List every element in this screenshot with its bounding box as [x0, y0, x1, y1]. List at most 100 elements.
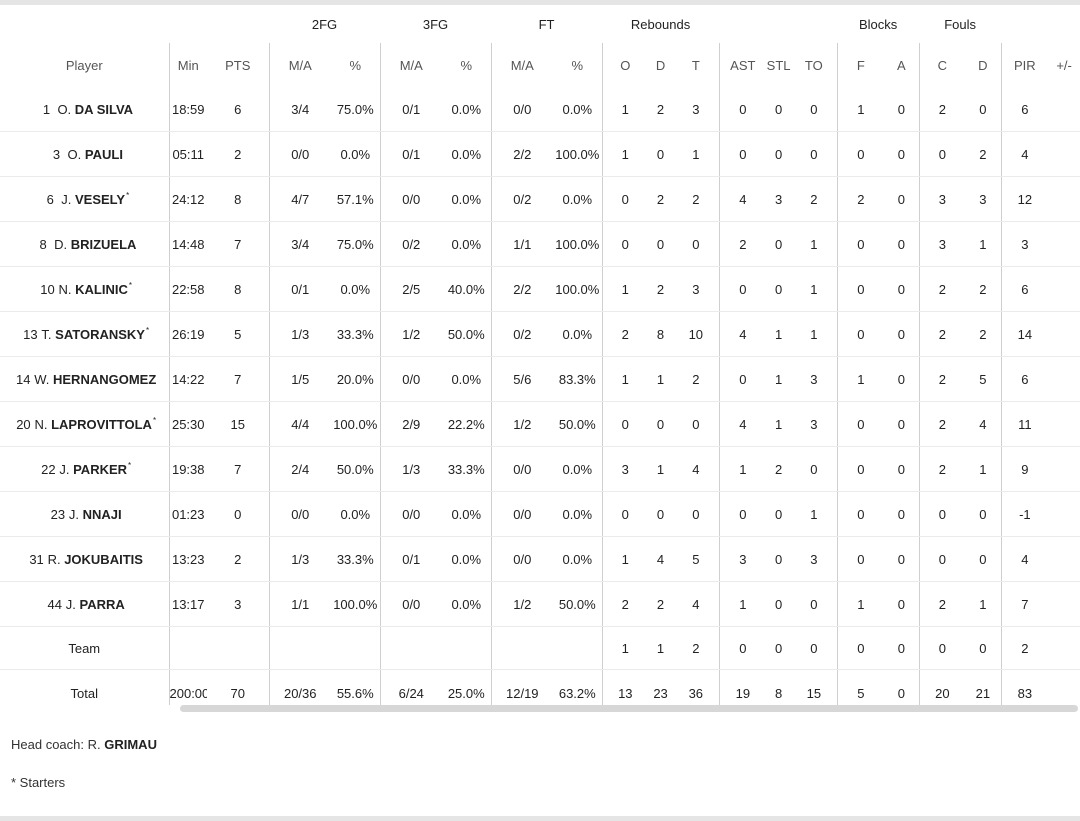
stat-to: 1: [791, 491, 838, 537]
stat-ft-ma: [490, 626, 554, 670]
col-plus-minus[interactable]: +/-: [1056, 57, 1072, 73]
stat-min: 05:11: [168, 131, 207, 177]
col-pts[interactable]: PTS: [225, 57, 251, 73]
table-row[interactable]: 3 O. PAULI 05:11 2 0/0 0.0% 0/1 0.0% 2/2 100.0% 1 0…: [0, 131, 1080, 177]
col-2fg-ma[interactable]: M/A: [268, 43, 331, 87]
stat-reb-d: 0: [648, 491, 674, 537]
col-reb-t[interactable]: T: [691, 57, 700, 73]
stat-plus-minus: [1048, 221, 1080, 267]
table-row[interactable]: 20 N. LAPROVITTOLA* 25:30 15 4/4 100.0% 2/9 22.…: [0, 401, 1080, 447]
player-name-link[interactable]: KALINIC: [75, 281, 128, 297]
table-row[interactable]: 31 R. JOKUBAITIS 13:23 2 1/3 33.3% 0/1 0.0% 0/0 0…: [0, 536, 1080, 582]
stat-ast: 0: [718, 87, 767, 132]
stat-ft-ma: 2/2: [490, 131, 554, 177]
col-reb-o[interactable]: O: [601, 43, 649, 87]
stat-reb-o: 0: [601, 401, 649, 447]
table-row[interactable]: 44 J. PARRA 13:17 3 1/1 100.0% 0/0 0.0% 1/2 50.0%…: [0, 581, 1080, 627]
stat-pir: -1: [1000, 491, 1049, 537]
player-name-link[interactable]: HERNANGOMEZ: [53, 371, 157, 387]
table-row[interactable]: 1 O. DA SILVA 18:59 6 3/4 75.0% 0/1 0.0% 0/0 0.0%…: [0, 87, 1080, 132]
player-name-link[interactable]: PARKER: [73, 461, 128, 477]
group-ft: FT: [538, 16, 555, 32]
player-name-link[interactable]: BRIZUELA: [70, 236, 137, 252]
stat-reb-o: 3: [601, 446, 649, 492]
table-row[interactable]: 22 J. PARKER* 19:38 7 2/4 50.0% 1/3 33.3% 0/0 0.0…: [0, 446, 1080, 492]
stat-reb-o: 2: [601, 311, 649, 357]
stat-blk-a: 0: [884, 446, 920, 492]
stat-pts: 6: [207, 87, 269, 132]
col-stl[interactable]: STL: [766, 57, 791, 73]
table-row[interactable]: 8 D. BRIZUELA 14:48 7 3/4 75.0% 0/2 0.0% 1/1 100.…: [0, 221, 1080, 267]
col-3fg-pct[interactable]: %: [460, 57, 473, 73]
col-pir[interactable]: PIR: [1000, 43, 1049, 87]
stat-pir: 6: [1000, 356, 1049, 402]
stat-ast: 0: [718, 626, 767, 670]
stat-blk-a: 0: [884, 87, 920, 132]
player-name-link[interactable]: SATORANSKY: [55, 326, 145, 342]
stat-2fg-pct: 20.0%: [331, 356, 381, 402]
stat-blk-f: 0: [836, 266, 885, 312]
col-foul-d[interactable]: D: [978, 57, 988, 73]
stat-reb-t: 5: [673, 536, 720, 582]
stat-reb-o: 1: [601, 626, 649, 670]
horizontal-scrollbar[interactable]: [180, 705, 1078, 712]
player-name-link[interactable]: JOKUBAITIS: [64, 551, 143, 567]
table-row[interactable]: 6 J. VESELY* 24:12 8 4/7 57.1% 0/0 0.0% 0/2 0.0% 0…: [0, 176, 1080, 222]
stat-pir: 4: [1000, 131, 1049, 177]
head-coach-name: GRIMAU: [104, 737, 157, 752]
col-to[interactable]: TO: [804, 57, 823, 73]
stat-ft-pct: 0.0%: [553, 536, 603, 582]
col-ft-ma[interactable]: M/A: [490, 43, 554, 87]
player-first-initial: J.: [65, 596, 76, 612]
stat-ft-ma: 0/2: [490, 311, 554, 357]
stat-3fg-pct: 22.2%: [442, 401, 492, 447]
player-cell: 23 J. NNAJI: [0, 491, 169, 537]
stat-2fg-ma: 20/36: [268, 669, 331, 705]
col-player[interactable]: Player: [65, 57, 103, 73]
stat-2fg-pct: 50.0%: [331, 446, 381, 492]
col-ast[interactable]: AST: [718, 43, 767, 87]
stat-plus-minus: [1048, 536, 1080, 582]
table-row[interactable]: 14 W. HERNANGOMEZ 14:22 7 1/5 20.0% 0/0 0.0% 5/6…: [0, 356, 1080, 402]
stat-stl: 0: [766, 581, 792, 627]
player-name-link[interactable]: LAPROVITTOLA: [51, 416, 152, 432]
player-name-link[interactable]: VESELY: [75, 191, 126, 207]
group-blocks: Blocks: [858, 16, 898, 32]
table-row[interactable]: 23 J. NNAJI 01:23 0 0/0 0.0% 0/0 0.0% 0/0 0.0% 0 0 0…: [0, 491, 1080, 537]
col-ft-pct[interactable]: %: [571, 57, 584, 73]
stat-pts: 70: [230, 686, 245, 701]
stat-foul-c: 0: [918, 131, 966, 177]
stat-to: 15: [806, 686, 822, 701]
player-name-link[interactable]: DA SILVA: [74, 101, 134, 117]
player-name-link[interactable]: PAULI: [84, 146, 123, 162]
table-row[interactable]: 10 N. KALINIC* 22:58 8 0/1 0.0% 2/5 40.0% 2/2 100…: [0, 266, 1080, 312]
col-reb-d[interactable]: D: [655, 57, 666, 73]
stat-stl: 0: [766, 131, 792, 177]
boxscore-scroll-area[interactable]: 2FG 3FG FT Rebounds Blocks Fouls Player …: [0, 5, 1080, 705]
stat-pts: 5: [207, 311, 269, 357]
stat-3fg-ma: 0/1: [379, 536, 443, 582]
stat-reb-o: 1: [601, 356, 649, 402]
stat-reb-t: 4: [673, 446, 720, 492]
player-name-link[interactable]: NNAJI: [82, 506, 122, 522]
col-blk-f[interactable]: F: [836, 43, 885, 87]
player-number: 20: [16, 416, 31, 432]
stat-ft-ma: 5/6: [490, 356, 554, 402]
col-2fg-pct[interactable]: %: [349, 57, 362, 73]
head-coach-line: Head coach: R. GRIMAU: [11, 737, 157, 752]
stat-pir: 2: [1000, 626, 1049, 670]
stat-blk-a: 0: [897, 686, 905, 701]
stat-2fg-ma: 4/7: [268, 176, 331, 222]
col-3fg-ma[interactable]: M/A: [379, 43, 443, 87]
col-foul-c[interactable]: C: [918, 43, 966, 87]
total-label: Total: [70, 686, 98, 701]
col-blk-a[interactable]: A: [897, 57, 906, 73]
table-row[interactable]: 13 T. SATORANSKY* 26:19 5 1/3 33.3% 1/2 50.0% 0/…: [0, 311, 1080, 357]
col-min[interactable]: Min: [168, 43, 207, 87]
stat-ft-ma: 2/2: [490, 266, 554, 312]
player-name-link[interactable]: PARRA: [79, 596, 125, 612]
stat-ast: 2: [718, 221, 767, 267]
stat-reb-d: 2: [648, 581, 674, 627]
stat-blk-a: 0: [884, 356, 920, 402]
head-coach-prefix: Head coach: R.: [11, 737, 101, 752]
